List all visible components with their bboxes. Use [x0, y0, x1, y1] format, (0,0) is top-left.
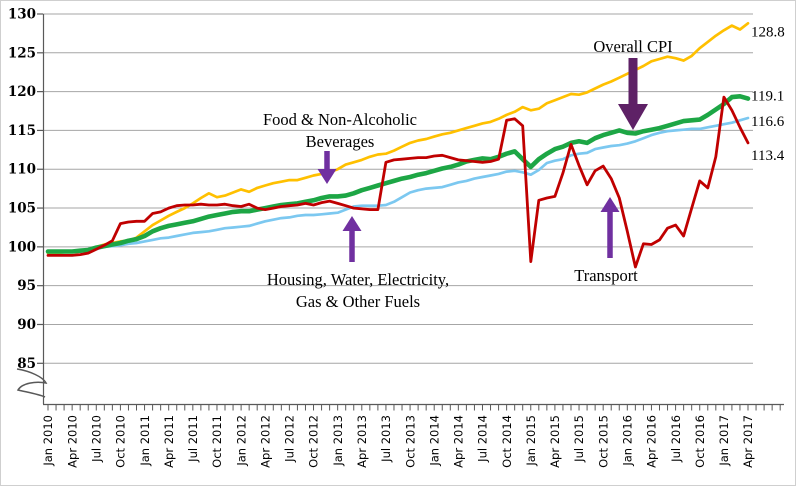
x-axis-label: Apr 2013 [355, 415, 369, 468]
x-axis-label: Jan 2016 [621, 415, 635, 467]
end-label-food: 128.8 [751, 24, 785, 40]
y-axis-label: 130 [8, 7, 36, 23]
x-axis-label: Oct 2013 [403, 415, 417, 468]
annotation-food-line1: Food & Non-Alcoholic [263, 110, 417, 129]
x-axis-label: Apr 2011 [162, 415, 176, 468]
y-axis-label: 115 [8, 123, 36, 139]
x-axis-label: Apr 2012 [258, 415, 272, 468]
x-axis-label: Jan 2015 [524, 415, 538, 467]
y-axis-label: 100 [8, 239, 36, 255]
annotation-housing-line1: Housing, Water, Electricity, [267, 270, 449, 289]
x-axis-label: Apr 2015 [548, 415, 562, 468]
overall-cpi-annotation-arrow [618, 58, 648, 130]
x-axis-label: Jan 2011 [138, 415, 152, 467]
x-axis-label: Jul 2013 [379, 415, 393, 463]
y-axis-label: 125 [8, 45, 36, 61]
x-axis-label: Apr 2010 [65, 415, 79, 468]
x-axis-label: Jan 2012 [234, 415, 248, 467]
x-axis-label: Jul 2011 [186, 415, 200, 463]
annotation-food-line2: Beverages [306, 132, 375, 151]
y-axis-label: 95 [17, 278, 36, 294]
series-line-housing [46, 116, 750, 254]
x-axis-label: Jul 2014 [476, 415, 490, 463]
y-axis-label: 120 [8, 84, 36, 100]
x-axis-label: Apr 2017 [741, 415, 755, 468]
housing-annotation-arrow [342, 216, 362, 262]
x-axis-label: Oct 2016 [693, 415, 707, 468]
axis-break-mark [16, 368, 48, 398]
annotation-housing-line2: Gas & Other Fuels [296, 292, 420, 311]
transport-annotation-arrow [600, 197, 620, 258]
end-label-housing: 116.6 [751, 114, 785, 130]
x-axis-label: Oct 2015 [596, 415, 610, 468]
food-annotation-arrow [317, 151, 337, 184]
y-axis-label: 110 [8, 162, 36, 178]
x-axis-label: Apr 2016 [645, 415, 659, 468]
x-axis-ticks [47, 404, 781, 411]
x-axis-label: Oct 2010 [114, 415, 128, 468]
x-axis-label: Oct 2011 [210, 415, 224, 468]
end-label-overall: 119.1 [751, 89, 784, 105]
gridlines [43, 13, 753, 364]
series-line-transport [46, 95, 750, 269]
end-label-transport: 113.4 [751, 148, 785, 164]
x-axis-label: Jul 2015 [572, 415, 586, 463]
x-axis-label: Jul 2010 [89, 415, 103, 463]
annotation-transport: Transport [574, 266, 638, 285]
y-axis-label: 90 [17, 317, 36, 333]
x-axis-label: Jul 2012 [283, 415, 297, 463]
x-axis-label: Jan 2017 [717, 415, 731, 467]
x-axis-label: Jul 2016 [669, 415, 683, 463]
x-axis-labels: Jan 2010 Apr 2010 Jul 2010 Oct 2010 Jan 2011… [41, 415, 755, 468]
x-axis-label: Apr 2014 [452, 415, 466, 468]
series-line-overall [45, 94, 751, 254]
x-axis-label: Oct 2014 [500, 415, 514, 468]
annotation-overall-cpi: Overall CPI [593, 37, 672, 56]
annotations-layer: Food & Non-Alcoholic Beverages Overall C… [263, 37, 673, 311]
y-axis-labels: 130 125 120 115 110 105 100 95 90 85 [8, 7, 43, 372]
y-axis-label: 105 [8, 201, 36, 217]
x-axis-label: Jan 2013 [331, 415, 345, 467]
x-axis-label: Jan 2010 [41, 415, 55, 467]
x-axis-label: Jan 2014 [427, 415, 441, 467]
x-axis-label: Oct 2012 [307, 415, 321, 468]
y-axis-label: 85 [17, 356, 36, 372]
